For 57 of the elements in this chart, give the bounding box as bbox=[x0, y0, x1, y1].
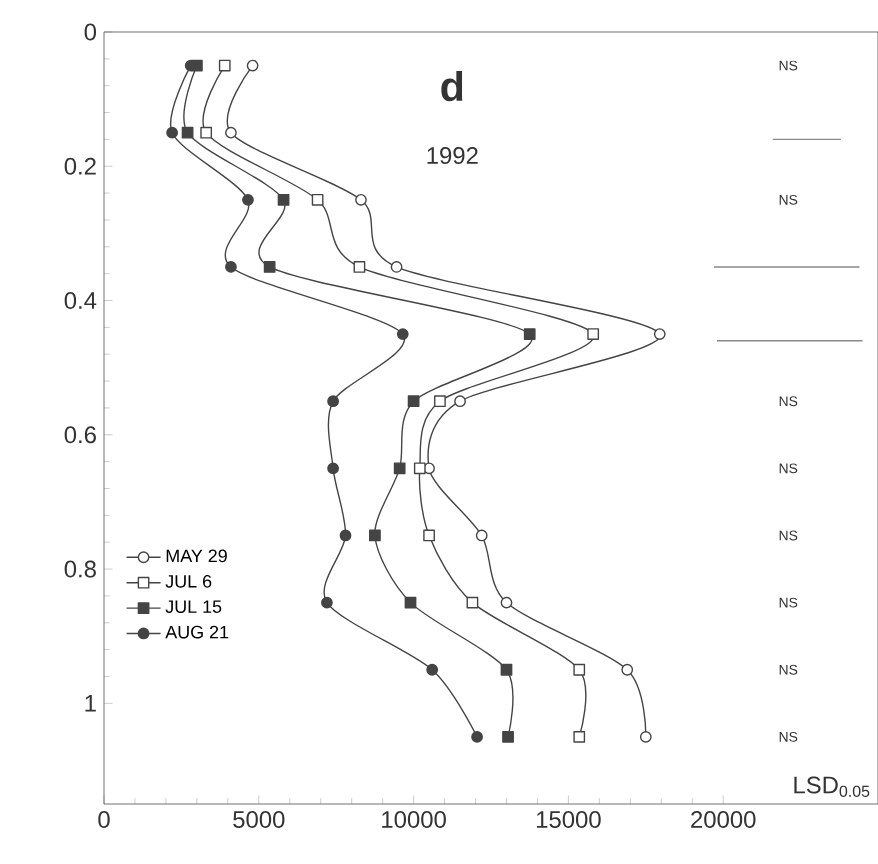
point bbox=[242, 193, 254, 206]
legend-label: JUL 15 bbox=[165, 600, 222, 613]
point bbox=[653, 328, 666, 340]
y-tick-label: 0 bbox=[84, 23, 97, 41]
point bbox=[225, 126, 237, 139]
legend-label: AUG 21 bbox=[165, 625, 229, 639]
x-tick-label: 15000 bbox=[536, 811, 601, 828]
point bbox=[475, 529, 488, 542]
annotation: LSD$_{0.05}$ bbox=[794, 776, 870, 797]
point bbox=[390, 261, 403, 273]
point bbox=[407, 395, 420, 408]
point bbox=[218, 59, 231, 72]
point bbox=[587, 328, 600, 340]
point bbox=[423, 529, 435, 542]
point bbox=[369, 529, 381, 542]
y-tick-label: 0.6 bbox=[64, 426, 96, 444]
point bbox=[502, 731, 514, 743]
x-tick-label: 20000 bbox=[691, 811, 756, 828]
text: d bbox=[441, 70, 463, 102]
point bbox=[181, 126, 194, 139]
point bbox=[454, 395, 466, 408]
point bbox=[523, 328, 536, 340]
y-tick-label: 1 bbox=[85, 695, 96, 712]
point bbox=[246, 59, 259, 72]
point bbox=[355, 193, 367, 206]
point bbox=[639, 731, 652, 743]
point bbox=[573, 663, 586, 676]
y-tick-label: 0.2 bbox=[64, 157, 96, 175]
y-tick-label: 0.8 bbox=[64, 560, 96, 578]
legend-label: JUL 6 bbox=[165, 574, 212, 588]
x-tick-label: 0 bbox=[98, 811, 110, 828]
point bbox=[327, 395, 339, 408]
point bbox=[413, 462, 426, 475]
point bbox=[327, 462, 339, 475]
point bbox=[321, 596, 333, 609]
point bbox=[353, 261, 366, 273]
point bbox=[311, 193, 324, 206]
point bbox=[573, 731, 586, 743]
x-tick-label: 10000 bbox=[382, 811, 446, 828]
point bbox=[396, 328, 409, 340]
point bbox=[263, 261, 276, 273]
point bbox=[500, 663, 513, 676]
point bbox=[225, 261, 237, 273]
point bbox=[277, 193, 290, 206]
y-tick-label: 0.4 bbox=[64, 292, 97, 309]
point bbox=[621, 663, 634, 676]
text: 1992 bbox=[427, 147, 478, 164]
x-tick-label: 5000 bbox=[233, 811, 285, 828]
point bbox=[500, 596, 513, 609]
legend-label: MAY 29 bbox=[166, 549, 227, 563]
point bbox=[393, 462, 406, 475]
point bbox=[426, 663, 439, 676]
point bbox=[200, 126, 213, 139]
point bbox=[471, 731, 483, 743]
point bbox=[166, 126, 178, 139]
point bbox=[339, 529, 352, 542]
point bbox=[434, 395, 446, 408]
